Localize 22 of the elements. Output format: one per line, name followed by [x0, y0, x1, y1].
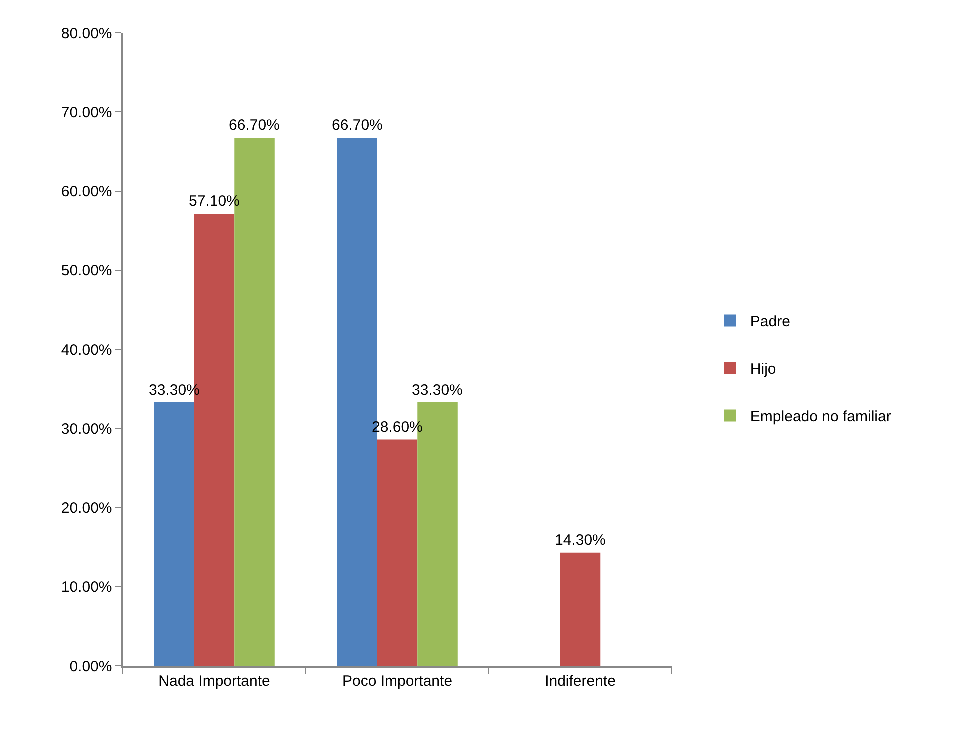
data-label: 66.70%: [332, 117, 383, 134]
legend-label: Padre: [750, 314, 790, 331]
y-tick-label: 70.00%: [61, 104, 112, 122]
legend-label: Hijo: [750, 361, 776, 378]
x-tick-label: Poco Importante: [342, 672, 453, 690]
y-tick-label: 0.00%: [70, 658, 112, 676]
y-tick-label: 30.00%: [61, 420, 112, 438]
bar: [560, 552, 601, 666]
bar: [154, 402, 194, 666]
data-label: 66.70%: [229, 117, 280, 134]
legend-label: Empleado no familiar: [750, 408, 892, 426]
y-tick-label: 80.00%: [61, 25, 112, 42]
x-tick-label: Indiferente: [545, 672, 616, 690]
y-tick-label: 40.00%: [61, 342, 112, 359]
y-tick-label: 50.00%: [61, 262, 112, 280]
y-tick-label: 60.00%: [61, 184, 112, 200]
y-tick-label: 10.00%: [61, 579, 112, 596]
bar: [377, 440, 418, 666]
x-tick-label: Nada Importante: [158, 672, 270, 690]
data-label: 14.30%: [555, 532, 606, 549]
y-tick-label: 20.00%: [61, 500, 112, 517]
data-label: 33.30%: [412, 382, 463, 399]
